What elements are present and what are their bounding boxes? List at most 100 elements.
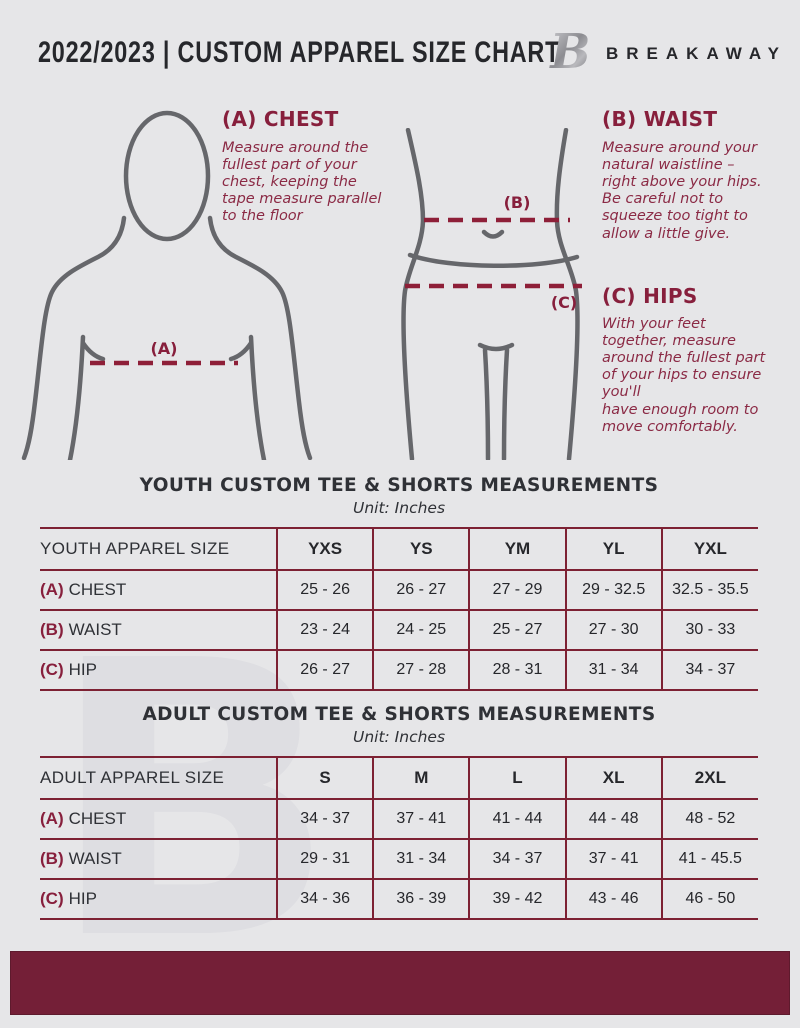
head-outline bbox=[123, 110, 211, 242]
column-header: 2XL bbox=[660, 756, 758, 799]
row-label: (C) HIP bbox=[40, 649, 277, 691]
table-header-row: YOUTH APPAREL SIZE YXS YS YM YL YXL bbox=[40, 527, 758, 570]
breakaway-logo-icon: B bbox=[539, 24, 598, 84]
table-cell: 46 - 50 bbox=[660, 878, 758, 920]
row-key: (B) bbox=[40, 620, 64, 639]
column-header: S bbox=[275, 756, 374, 799]
table-cell: 39 - 42 bbox=[468, 878, 566, 920]
table-cell: 25 - 27 bbox=[468, 609, 566, 650]
table-cell: 34 - 37 bbox=[275, 798, 374, 839]
row-label: (C) HIP bbox=[40, 878, 277, 920]
row-name: WAIST bbox=[68, 620, 122, 639]
waist-marker-label: (B) bbox=[504, 193, 531, 212]
table-cell: 36 - 39 bbox=[372, 878, 470, 920]
table-cell: 26 - 27 bbox=[275, 649, 374, 691]
column-header: YXS bbox=[275, 527, 374, 570]
row-name: WAIST bbox=[68, 849, 122, 868]
hips-heading: (C) HIPS bbox=[602, 284, 698, 308]
table-cell: 43 - 46 bbox=[564, 878, 662, 920]
table-cell: 34 - 37 bbox=[468, 838, 566, 879]
chest-marker-label: (A) bbox=[150, 339, 177, 358]
right-torso-leg-outline bbox=[554, 128, 580, 460]
left-inner-leg bbox=[482, 347, 491, 460]
row-name: CHEST bbox=[68, 580, 127, 599]
right-shoulder-arm bbox=[207, 215, 313, 460]
right-inner-leg bbox=[501, 347, 510, 460]
table-cell: 30 - 33 bbox=[660, 609, 758, 650]
column-header: M bbox=[372, 756, 470, 799]
table-row: (C) HIP 26 - 27 27 - 28 28 - 31 31 - 34 3… bbox=[40, 649, 758, 691]
table-cell: 25 - 26 bbox=[275, 569, 374, 610]
adult-unit-label: Unit: Inches bbox=[352, 728, 446, 746]
left-torso-leg-outline bbox=[401, 128, 426, 460]
hip-crease bbox=[407, 252, 580, 268]
table-cell: 23 - 24 bbox=[275, 609, 374, 650]
waist-heading: (B) WAIST bbox=[602, 107, 718, 131]
column-header: YS bbox=[372, 527, 470, 570]
youth-section-title: YOUTH CUSTOM TEE & SHORTS MEASUREMENTS bbox=[139, 475, 659, 496]
right-armpit-line bbox=[248, 334, 267, 460]
table-cell: 24 - 25 bbox=[372, 609, 470, 650]
table-cell: 28 - 31 bbox=[468, 649, 566, 691]
left-shoulder-arm bbox=[21, 215, 127, 460]
chest-heading: (A) CHEST bbox=[222, 107, 339, 131]
column-header: ADULT APPAREL SIZE bbox=[40, 756, 277, 799]
table-cell: 31 - 34 bbox=[372, 838, 470, 879]
row-name: HIP bbox=[68, 889, 97, 908]
footer-bar bbox=[10, 951, 790, 1015]
crotch-curve bbox=[477, 342, 515, 352]
row-label: (A) CHEST bbox=[40, 798, 277, 839]
table-cell: 34 - 37 bbox=[660, 649, 758, 691]
table-cell: 48 - 52 bbox=[660, 798, 758, 839]
hips-instructions: With your feet together, measure around … bbox=[602, 316, 766, 435]
table-row: (A) CHEST 25 - 26 26 - 27 27 - 29 29 - 32… bbox=[40, 569, 758, 610]
row-key: (B) bbox=[40, 849, 64, 868]
row-label: (A) CHEST bbox=[40, 569, 277, 610]
column-header: YM bbox=[468, 527, 566, 570]
table-header-row: ADULT APPAREL SIZE S M L XL 2XL bbox=[40, 756, 758, 799]
left-armpit-line bbox=[67, 334, 86, 460]
table-cell: 37 - 41 bbox=[564, 838, 662, 879]
column-header: L bbox=[468, 756, 566, 799]
youth-unit-label: Unit: Inches bbox=[352, 499, 446, 517]
adult-size-table: ADULT APPAREL SIZE S M L XL 2XL (A) CHEST… bbox=[40, 756, 758, 920]
table-cell: 27 - 30 bbox=[564, 609, 662, 650]
table-cell: 31 - 34 bbox=[564, 649, 662, 691]
waist-instructions: Measure around your natural waistline – … bbox=[602, 140, 762, 242]
page-title: 2022/2023 | CUSTOM APPAREL SIZE CHART bbox=[38, 36, 561, 69]
table-cell: 34 - 36 bbox=[275, 878, 374, 920]
column-header: YL bbox=[564, 527, 662, 570]
chest-instructions: Measure around the fullest part of your … bbox=[222, 140, 382, 225]
table-row: (C) HIP 34 - 36 36 - 39 39 - 42 43 - 46 4… bbox=[40, 878, 758, 920]
table-cell: 44 - 48 bbox=[564, 798, 662, 839]
table-row: (B) WAIST 23 - 24 24 - 25 25 - 27 27 - 30… bbox=[40, 609, 758, 650]
brand-name: BREAKAWAY bbox=[606, 44, 787, 63]
table-cell: 27 - 29 bbox=[468, 569, 566, 610]
adult-section-title: ADULT CUSTOM TEE & SHORTS MEASUREMENTS bbox=[142, 704, 656, 725]
column-header: YOUTH APPAREL SIZE bbox=[40, 527, 277, 570]
row-key: (C) bbox=[40, 889, 64, 908]
row-name: HIP bbox=[68, 660, 97, 679]
table-row: (A) CHEST 34 - 37 37 - 41 41 - 44 44 - 48… bbox=[40, 798, 758, 839]
column-header: XL bbox=[564, 756, 662, 799]
table-row: (B) WAIST 29 - 31 31 - 34 34 - 37 37 - 41… bbox=[40, 838, 758, 879]
row-name: CHEST bbox=[68, 809, 127, 828]
row-key: (C) bbox=[40, 660, 64, 679]
right-armpit-flick bbox=[228, 340, 254, 362]
upper-body-figure: (A) bbox=[21, 110, 313, 460]
table-cell: 29 - 32.5 bbox=[564, 569, 662, 610]
row-key: (A) bbox=[40, 809, 64, 828]
row-key: (A) bbox=[40, 580, 64, 599]
column-header: YXL bbox=[660, 527, 758, 570]
lower-body-figure: (B) (C) bbox=[401, 128, 582, 460]
table-cell: 26 - 27 bbox=[372, 569, 470, 610]
table-cell: 32.5 - 35.5 bbox=[660, 569, 758, 610]
youth-size-table: YOUTH APPAREL SIZE YXS YS YM YL YXL (A) C… bbox=[40, 527, 758, 691]
table-cell: 41 - 45.5 bbox=[660, 838, 758, 879]
hip-marker-label: (C) bbox=[551, 293, 577, 312]
row-label: (B) WAIST bbox=[40, 609, 277, 650]
table-cell: 29 - 31 bbox=[275, 838, 374, 879]
table-cell: 27 - 28 bbox=[372, 649, 470, 691]
navel bbox=[481, 229, 505, 239]
